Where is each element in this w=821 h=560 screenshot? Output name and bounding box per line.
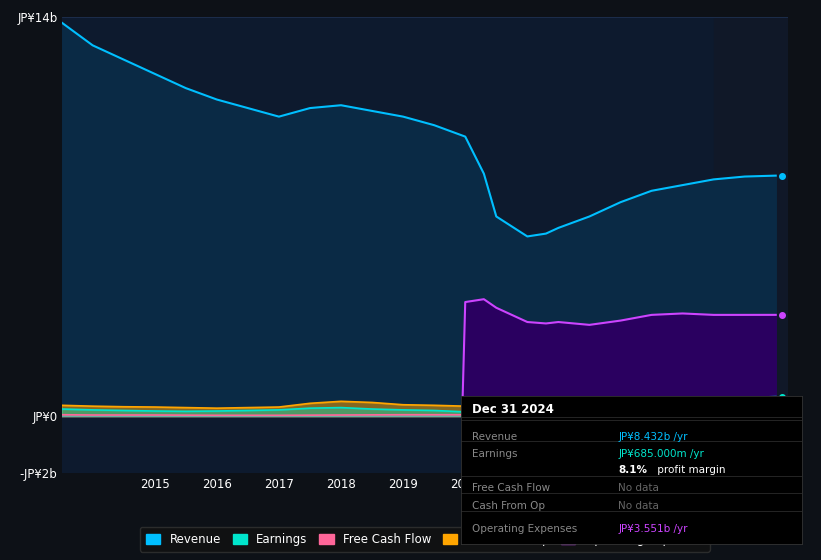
Legend: Revenue, Earnings, Free Cash Flow, Cash From Op, Operating Expenses: Revenue, Earnings, Free Cash Flow, Cash … xyxy=(140,527,710,552)
Text: Revenue: Revenue xyxy=(471,432,516,441)
Text: Free Cash Flow: Free Cash Flow xyxy=(471,483,550,493)
Text: Earnings: Earnings xyxy=(471,449,517,459)
Bar xyxy=(713,17,788,473)
Text: Operating Expenses: Operating Expenses xyxy=(471,524,577,534)
Text: JP¥685.000m /yr: JP¥685.000m /yr xyxy=(618,449,704,459)
Text: profit margin: profit margin xyxy=(654,465,726,475)
Text: 8.1%: 8.1% xyxy=(618,465,647,475)
Text: Dec 31 2024: Dec 31 2024 xyxy=(471,403,553,416)
Text: JP¥3.551b /yr: JP¥3.551b /yr xyxy=(618,524,688,534)
Text: No data: No data xyxy=(618,483,659,493)
Text: No data: No data xyxy=(618,501,659,511)
Text: JP¥8.432b /yr: JP¥8.432b /yr xyxy=(618,432,688,441)
Text: Cash From Op: Cash From Op xyxy=(471,501,544,511)
